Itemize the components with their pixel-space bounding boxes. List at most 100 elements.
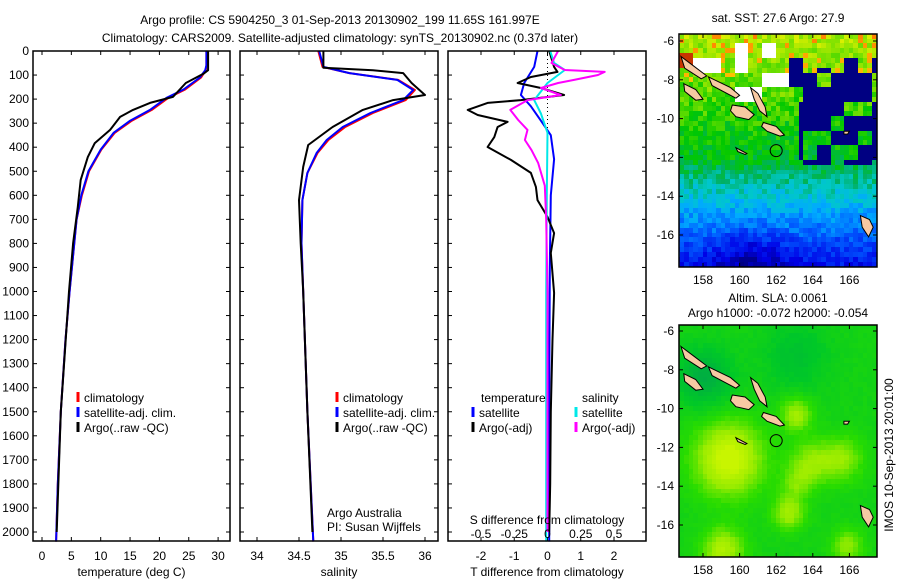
series-line-argo-raw-qc- xyxy=(298,51,426,533)
x-tick-label: 34 xyxy=(250,549,264,563)
difference-panel xyxy=(447,50,647,542)
salinity-panel xyxy=(239,50,439,542)
lon-tick-label: 166 xyxy=(839,563,859,577)
depth-tick-label: 1500 xyxy=(2,405,29,419)
island-shape xyxy=(859,504,874,528)
x-tick-label: 20 xyxy=(153,549,167,563)
lat-tick-label: -12 xyxy=(657,150,675,164)
lon-tick-label: 164 xyxy=(803,273,823,287)
island-shape xyxy=(707,75,741,99)
s-tick-label: 0 xyxy=(544,527,551,541)
panel-frame xyxy=(32,50,231,542)
credit-line1: Argo Australia xyxy=(327,506,402,520)
island-shape xyxy=(734,146,748,156)
profile-location-marker xyxy=(769,434,783,448)
s-tick-label: -0.25 xyxy=(501,527,529,541)
x-tick-label: 10 xyxy=(94,549,108,563)
sst-map xyxy=(678,33,878,268)
legend-salinity-heading: salinity xyxy=(582,391,619,405)
depth-tick-label: 700 xyxy=(9,212,29,226)
legend-t-argo-label: Argo(-adj) xyxy=(479,421,532,435)
legend-satellite-label: satellite-adj. clim. xyxy=(343,406,435,420)
lon-tick-label: 162 xyxy=(766,563,786,577)
map-frame xyxy=(678,324,878,558)
depth-tick-label: 200 xyxy=(9,92,29,106)
depth-tick-label: 1800 xyxy=(2,477,29,491)
legend-climatology-label: climatology xyxy=(343,391,403,405)
map-frame xyxy=(678,33,878,268)
series-line-satellite-adj-clim- xyxy=(300,50,415,542)
sst-map-image xyxy=(679,34,877,267)
x-tick-label: 35 xyxy=(334,549,348,563)
depth-tick-label: 500 xyxy=(9,164,29,178)
depth-tick-label: 400 xyxy=(9,140,29,154)
x-tick-label: 36 xyxy=(418,549,432,563)
lon-tick-label: 162 xyxy=(766,273,786,287)
lon-tick-label: 160 xyxy=(730,273,750,287)
island-shape xyxy=(749,86,768,118)
island-shape xyxy=(749,376,768,408)
x-tick-label: 5 xyxy=(68,549,75,563)
depth-tick-label: 0 xyxy=(22,44,29,58)
figure-title-line1: Argo profile: CS 5904250_3 01-Sep-2013 2… xyxy=(140,13,539,27)
island-shape xyxy=(680,55,708,80)
lat-tick-label: -12 xyxy=(657,440,675,454)
depth-tick-label: 1000 xyxy=(2,285,29,299)
x-tick-label: 0 xyxy=(39,549,46,563)
depth-tick-label: 100 xyxy=(9,68,29,82)
island-shape xyxy=(760,411,786,427)
profile-location-marker xyxy=(769,144,783,158)
depth-tick-label: 900 xyxy=(9,260,29,274)
sst-map-title: sat. SST: 27.6 Argo: 27.9 xyxy=(712,11,845,25)
legend-t-satellite-label: satellite xyxy=(479,406,520,420)
s-tick-label: -0.5 xyxy=(471,527,492,541)
x-tick-label: 34.5 xyxy=(287,549,311,563)
lat-tick-label: -10 xyxy=(657,402,675,416)
island-shape xyxy=(707,365,741,389)
lat-tick-label: -6 xyxy=(663,34,674,48)
x-tick-label: -1 xyxy=(509,549,520,563)
x-tick-label: 15 xyxy=(123,549,137,563)
credit-line2: PI: Susan Wijffels xyxy=(327,520,421,534)
lat-tick-label: -10 xyxy=(657,112,675,126)
lat-tick-label: -6 xyxy=(663,324,674,338)
x-tick-label: 30 xyxy=(211,549,225,563)
island-shape xyxy=(843,420,851,425)
figure-title-line2: Climatology: CARS2009. Satellite-adjuste… xyxy=(102,31,578,45)
lat-tick-label: -8 xyxy=(663,363,674,377)
legend-s-argo-label: Argo(-adj) xyxy=(582,421,635,435)
legend-climatology-label: climatology xyxy=(84,391,144,405)
legend-satellite-label: satellite-adj. clim. xyxy=(84,406,176,420)
depth-tick-label: 2000 xyxy=(2,525,29,539)
x-tick-label: 1 xyxy=(577,549,584,563)
x-tick-label: 2 xyxy=(611,549,618,563)
island-shape xyxy=(683,372,704,391)
lon-tick-label: 158 xyxy=(693,273,713,287)
island-shape xyxy=(729,104,755,121)
s-axis-label: S difference from climatology xyxy=(470,513,625,527)
legend-argo-label: Argo(..raw -QC) xyxy=(84,421,169,435)
series-line-argo-raw-qc- xyxy=(55,51,210,533)
series-line-climatology xyxy=(55,51,208,542)
series-line-climatology xyxy=(300,50,416,542)
x-axis-label: T difference from climatology xyxy=(470,565,624,579)
island-shape xyxy=(729,394,755,411)
island-shape xyxy=(683,82,704,101)
series-line-temperature-satellite xyxy=(519,50,556,542)
lat-tick-label: -16 xyxy=(657,518,675,532)
depth-tick-label: 1200 xyxy=(2,333,29,347)
x-tick-label: 35.5 xyxy=(371,549,395,563)
s-tick-label: 0.25 xyxy=(569,527,593,541)
island-shape xyxy=(734,436,748,446)
x-tick-label: -2 xyxy=(476,549,487,563)
depth-tick-label: 300 xyxy=(9,116,29,130)
lon-tick-label: 160 xyxy=(730,563,750,577)
island-shape xyxy=(843,130,851,135)
x-axis-label: salinity xyxy=(321,565,358,579)
depth-tick-label: 600 xyxy=(9,188,29,202)
island-shape xyxy=(859,214,874,238)
x-axis-label: temperature (deg C) xyxy=(77,565,185,579)
legend-argo-label: Argo(..raw -QC) xyxy=(343,421,428,435)
s-tick-label: 0.5 xyxy=(606,527,623,541)
